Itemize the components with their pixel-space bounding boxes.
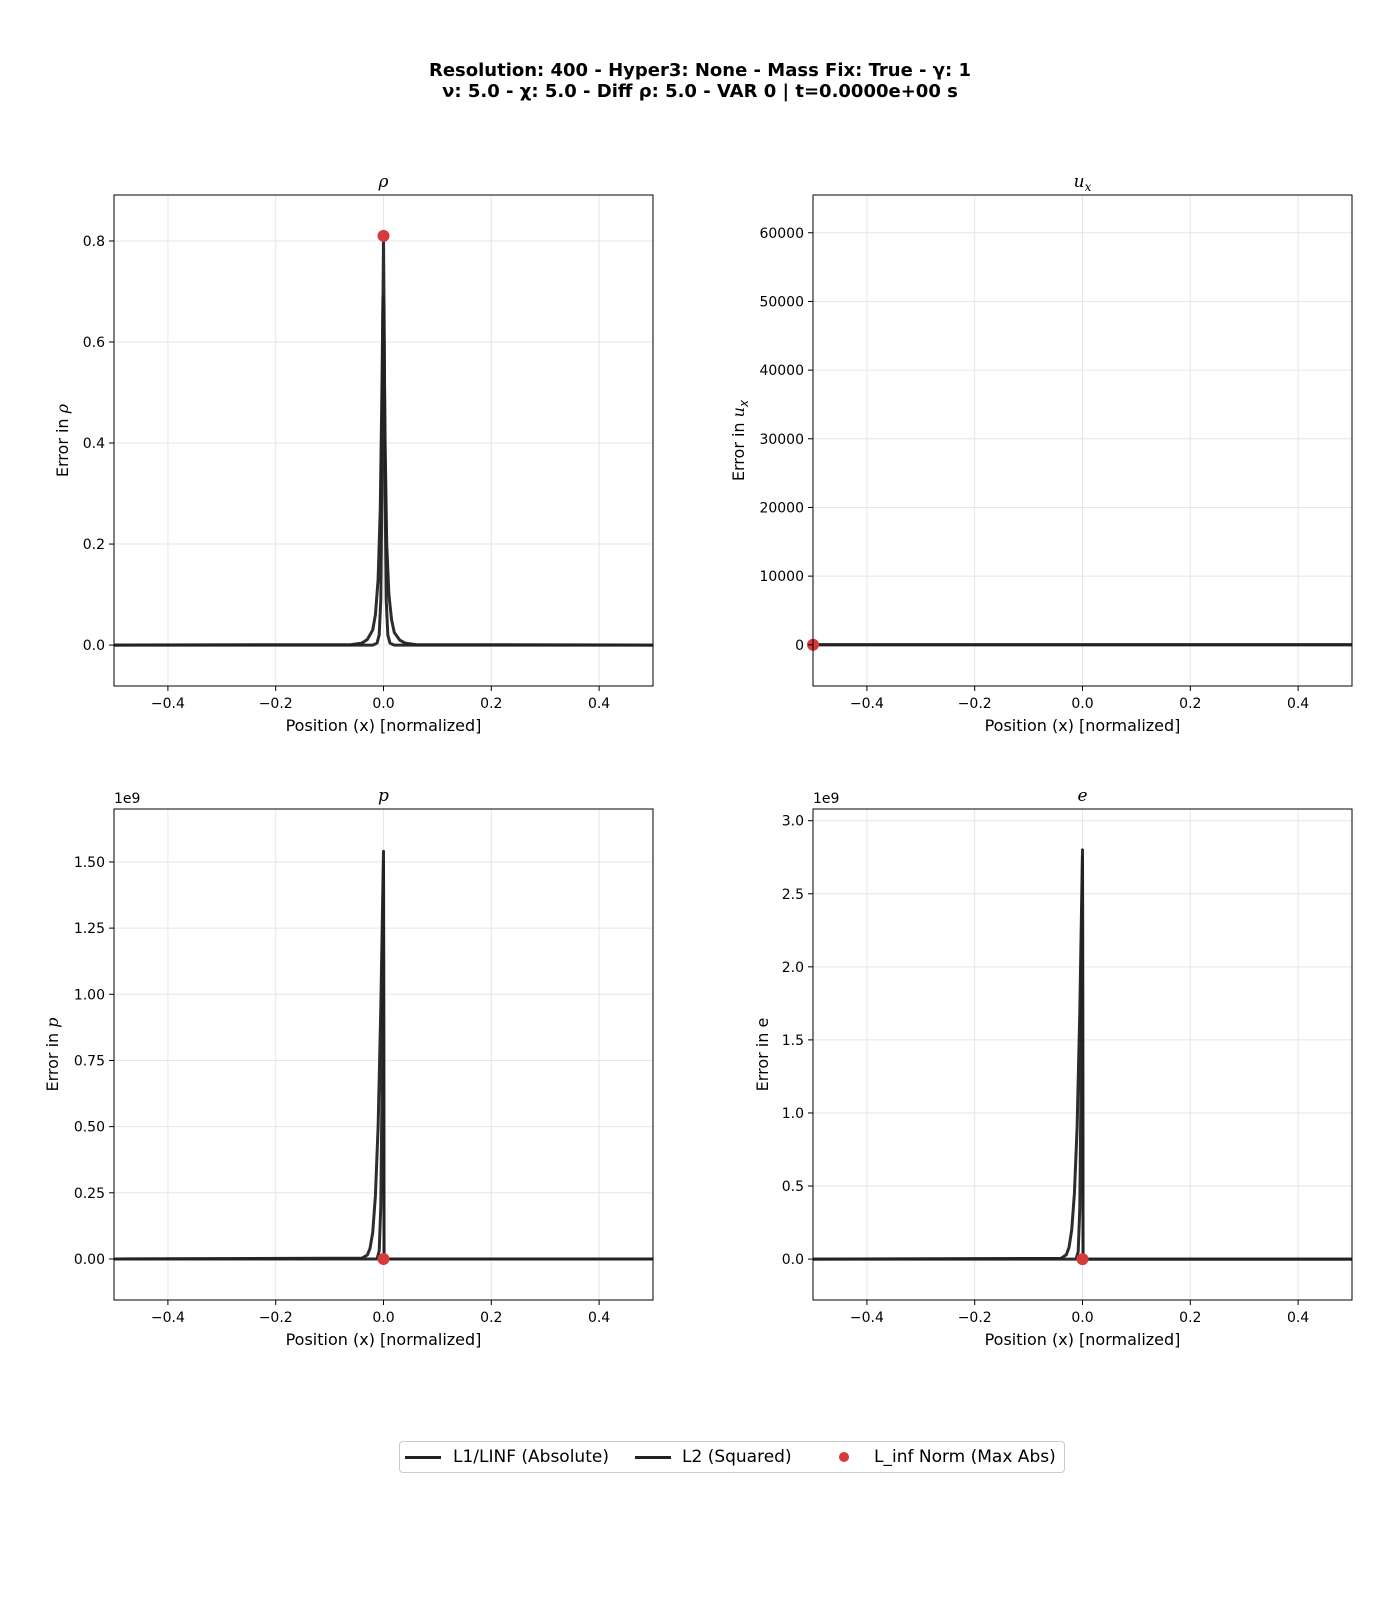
y-tick-label: 0.0 [782, 1252, 804, 1268]
subplot-ux: −0.4 −0.2 0.0 0.2 0.4 0 10000 20000 30000 40000 50… [729, 172, 1353, 735]
y-tick-label: 2.5 [782, 887, 804, 903]
title-symbol: ρ [378, 172, 389, 192]
legend-marker-swatch [839, 1452, 849, 1462]
y-tick-label: 30000 [759, 432, 804, 448]
figure-title-line-2: ν: 5.0 - χ: 5.0 - Diff ρ: 5.0 - VAR 0 | … [442, 81, 958, 102]
x-tick-label: −0.2 [958, 1310, 992, 1326]
x-tick-label: −0.4 [151, 696, 185, 712]
y-offset-multiplier: 1e9 [114, 791, 140, 807]
title-symbol: p [378, 786, 389, 806]
y-tick-label: 50000 [759, 294, 804, 310]
y-tick-label: 1.0 [782, 1106, 804, 1122]
x-tick-label: 0.4 [1287, 1310, 1309, 1326]
legend-line-swatch [635, 1456, 671, 1459]
linf-marker [1076, 1253, 1089, 1266]
x-tick-label: −0.2 [259, 1310, 293, 1326]
x-tick-label: 0.2 [480, 1310, 502, 1326]
y-tick-label: 1.5 [782, 1033, 804, 1049]
x-tick-label: 0.0 [372, 1310, 394, 1326]
legend-label-l1: L1/LINF (Absolute) [453, 1447, 609, 1467]
ylabel-symbol: ρ [53, 403, 72, 414]
x-tick-label: −0.2 [958, 696, 992, 712]
y-tick-label: 1.00 [74, 987, 105, 1003]
x-tick-label: 0.2 [1179, 1310, 1201, 1326]
legend-label-linf: L_inf Norm (Max Abs) [874, 1447, 1056, 1467]
subplot-rho: −0.4 −0.2 0.0 0.2 0.4 0.0 0.2 0.4 0.6 0.8 Position… [53, 172, 654, 735]
y-axis-label: Error in ux [729, 399, 751, 481]
x-tick-label: 0.4 [588, 1310, 610, 1326]
y-tick-label: 40000 [759, 363, 804, 379]
legend-line-swatch [405, 1456, 441, 1459]
series-line-l2 [813, 855, 1352, 1261]
y-tick-label: 10000 [759, 569, 804, 585]
y-tick-label: 0.2 [83, 537, 105, 553]
x-axis-label: Position (x) [normalized] [286, 1330, 482, 1349]
x-tick-label: 0.0 [1071, 696, 1093, 712]
linf-marker [377, 1252, 390, 1265]
figure-title-line-1: Resolution: 400 - Hyper3: None - Mass Fi… [428, 60, 972, 81]
y-tick-label: 0.8 [83, 234, 105, 250]
x-axis-label: Position (x) [normalized] [286, 716, 482, 735]
x-tick-label: −0.4 [151, 1310, 185, 1326]
title-symbol: u [1074, 172, 1085, 192]
subplot-title: ρ [378, 172, 389, 192]
y-tick-label: 0.25 [74, 1186, 105, 1202]
x-tick-label: −0.2 [259, 696, 293, 712]
y-tick-label: 0.50 [74, 1120, 105, 1136]
x-tick-label: 0.0 [1071, 1310, 1093, 1326]
x-tick-label: 0.4 [1287, 696, 1309, 712]
x-axis-label: Position (x) [normalized] [985, 716, 1181, 735]
y-tick-label: 1.25 [74, 921, 105, 937]
ylabel-subscript: x [737, 399, 751, 408]
x-axis-label: Position (x) [normalized] [985, 1330, 1181, 1349]
ylabel-prefix: Error in [53, 413, 72, 477]
x-tick-label: −0.4 [850, 696, 884, 712]
legend: L1/LINF (Absolute) L2 (Squared) L_inf No… [399, 1441, 1065, 1473]
x-tick-label: 0.0 [372, 696, 394, 712]
series-group [114, 849, 653, 1261]
y-tick-label: 1.50 [74, 855, 105, 871]
y-axis-label: Error in p [43, 1017, 62, 1091]
x-tick-label: 0.2 [480, 696, 502, 712]
x-tick-label: −0.4 [850, 1310, 884, 1326]
y-axis-label: Error in ρ [53, 403, 72, 477]
y-tick-label: 0.6 [83, 335, 105, 351]
ylabel-symbol: p [43, 1017, 62, 1027]
y-tick-label: 0.00 [74, 1252, 105, 1268]
ylabel-prefix: Error in [729, 417, 748, 481]
legend-label-l2: L2 (Squared) [682, 1447, 792, 1467]
ylabel-symbol: u [729, 407, 748, 417]
subplot-title: p [378, 786, 389, 806]
subplot-title: ux [1074, 172, 1092, 194]
y-offset-multiplier: 1e9 [813, 791, 839, 807]
subplot-p: −0.4 −0.2 0.0 0.2 0.4 0.00 0.25 0.50 0.75 1.00 1.2… [43, 786, 654, 1349]
title-symbol: e [1077, 786, 1087, 806]
y-tick-label: 3.0 [782, 814, 804, 830]
y-tick-label: 0.5 [782, 1179, 804, 1195]
figure-title: Resolution: 400 - Hyper3: None - Mass Fi… [0, 60, 1400, 102]
linf-marker [377, 229, 390, 242]
subplot-title: e [1077, 786, 1087, 806]
y-tick-label: 20000 [759, 500, 804, 516]
subplot-e: −0.4 −0.2 0.0 0.2 0.4 0.0 0.5 1.0 1.5 2.0 2.5 3.0 1e… [753, 786, 1353, 1349]
y-tick-label: 0 [795, 638, 804, 654]
y-tick-label: 60000 [759, 226, 804, 242]
ylabel-prefix: Error in [43, 1028, 62, 1092]
y-axis-label: Error in e [753, 1018, 772, 1092]
series-group [813, 848, 1352, 1261]
ylabel-prefix: Error in e [753, 1018, 772, 1092]
y-tick-label: 0.4 [83, 436, 105, 452]
x-tick-label: 0.2 [1179, 696, 1201, 712]
series-line-l2 [114, 860, 653, 1261]
x-tick-label: 0.4 [588, 696, 610, 712]
y-tick-label: 2.0 [782, 960, 804, 976]
title-subscript: x [1085, 180, 1092, 194]
y-tick-label: 0.0 [83, 638, 105, 654]
y-tick-label: 0.75 [74, 1053, 105, 1069]
